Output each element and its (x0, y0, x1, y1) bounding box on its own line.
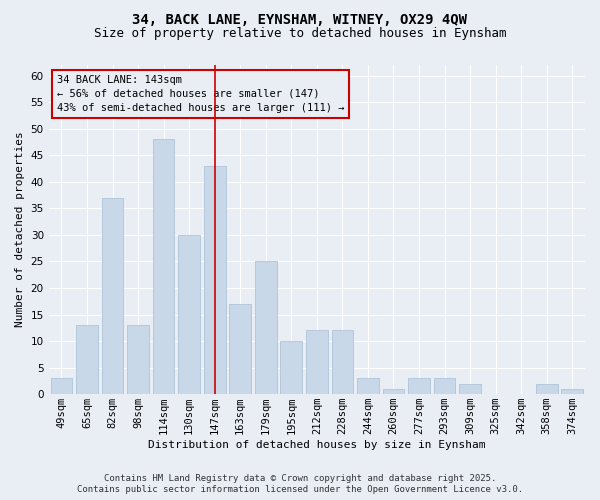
Bar (459, 384, 481, 394)
X-axis label: Distribution of detached houses by size in Eynsham: Distribution of detached houses by size … (148, 440, 485, 450)
Y-axis label: Number of detached properties: Number of detached properties (15, 132, 25, 328)
Bar (204, 166, 226, 394)
Bar (434, 378, 455, 394)
Bar (383, 389, 404, 394)
Bar (562, 389, 583, 394)
Text: 34, BACK LANE, EYNSHAM, WITNEY, OX29 4QW: 34, BACK LANE, EYNSHAM, WITNEY, OX29 4QW (133, 12, 467, 26)
Bar (178, 235, 200, 394)
Bar (76, 325, 98, 394)
Bar (153, 140, 175, 394)
Text: Contains HM Land Registry data © Crown copyright and database right 2025.
Contai: Contains HM Land Registry data © Crown c… (77, 474, 523, 494)
Bar (536, 384, 557, 394)
Bar (332, 330, 353, 394)
Bar (306, 330, 328, 394)
Bar (357, 378, 379, 394)
Bar (127, 325, 149, 394)
Text: 34 BACK LANE: 143sqm
← 56% of detached houses are smaller (147)
43% of semi-deta: 34 BACK LANE: 143sqm ← 56% of detached h… (57, 75, 344, 113)
Bar (255, 262, 277, 394)
Bar (229, 304, 251, 394)
Bar (101, 198, 124, 394)
Text: Size of property relative to detached houses in Eynsham: Size of property relative to detached ho… (94, 28, 506, 40)
Bar (280, 341, 302, 394)
Bar (50, 378, 72, 394)
Bar (408, 378, 430, 394)
